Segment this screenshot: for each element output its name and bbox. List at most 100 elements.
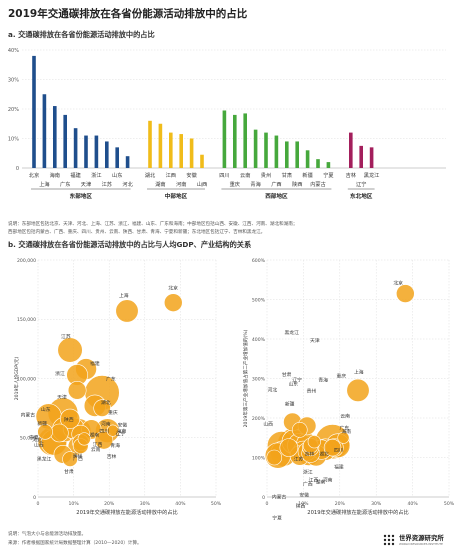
point-label: 山东 bbox=[41, 406, 51, 413]
point-label: 湖南 bbox=[89, 431, 99, 438]
point-label: 广西 bbox=[73, 455, 83, 462]
x-tick-label: 30% bbox=[140, 501, 151, 507]
point-label: 新疆 bbox=[37, 420, 47, 427]
y-tick-label: 200,000 bbox=[17, 258, 36, 264]
x-tick-label: 40% bbox=[175, 501, 186, 507]
bar bbox=[84, 135, 88, 168]
point-label: 广东 bbox=[340, 425, 350, 432]
data-bubble bbox=[57, 337, 83, 363]
x-tick-label: 贵州 bbox=[261, 171, 271, 179]
y-tick-label: 30% bbox=[8, 78, 19, 84]
bar bbox=[158, 123, 163, 168]
y-tick-label: 500% bbox=[252, 297, 266, 303]
x-tick-label: 10% bbox=[68, 501, 79, 507]
point-label: 湖南 bbox=[316, 479, 326, 486]
data-bubble bbox=[115, 299, 139, 323]
group-label: 东北地区 bbox=[350, 192, 373, 200]
point-label: 安徽 bbox=[118, 421, 128, 428]
x-tick-label: 20% bbox=[335, 501, 346, 507]
data-bubble bbox=[323, 438, 342, 457]
point-label: 河南 bbox=[101, 421, 111, 428]
x-tick-label: 上海 bbox=[39, 180, 49, 188]
point-label: 北京 bbox=[393, 280, 403, 287]
data-bubble bbox=[346, 378, 370, 402]
panel-a-subtitle: a. 交通碳排放在各省份能源活动排放中的占比 bbox=[8, 30, 155, 39]
point-label: 内蒙古 bbox=[272, 494, 287, 501]
point-label: 新疆 bbox=[285, 401, 295, 408]
data-bubble bbox=[396, 284, 415, 303]
x-tick-label: 50% bbox=[211, 501, 222, 507]
bar bbox=[148, 120, 152, 168]
point-label: 湖北 bbox=[319, 451, 329, 458]
y-tick-label: 40% bbox=[8, 48, 19, 54]
x-tick-label: 广东 bbox=[60, 180, 70, 188]
bar bbox=[222, 110, 227, 168]
bar bbox=[369, 147, 374, 168]
point-label: 海南 bbox=[341, 428, 351, 435]
point-label: 重庆 bbox=[108, 409, 118, 416]
point-label: 吉林 bbox=[107, 453, 117, 460]
bar bbox=[73, 128, 78, 168]
point-label: 福建 bbox=[334, 464, 344, 471]
point-label: 广东 bbox=[106, 376, 116, 383]
point-label: 陕西 bbox=[296, 503, 306, 510]
bar bbox=[326, 162, 331, 168]
point-label: 陕西 bbox=[64, 416, 74, 423]
bar bbox=[125, 156, 130, 168]
scatter-industry-chart: 0 100% 200% 300% 400% 500% 600% 0 10% 20% 30% 40% 50… bbox=[242, 258, 455, 522]
point-label: 江苏 bbox=[294, 456, 304, 463]
bar bbox=[243, 113, 247, 168]
bar bbox=[32, 55, 36, 168]
x-tick-label: 10% bbox=[298, 501, 309, 507]
x-tick-label: 湖南 bbox=[155, 180, 165, 188]
x-tick-label: 宁夏 bbox=[323, 171, 334, 179]
y-tick-label: 10% bbox=[8, 137, 19, 143]
data-bubble bbox=[67, 381, 87, 400]
data-bubble bbox=[337, 431, 350, 444]
x-tick-label: 福建 bbox=[70, 171, 80, 179]
data-bubble bbox=[94, 430, 114, 450]
data-bubble bbox=[266, 449, 283, 466]
bar bbox=[359, 145, 363, 168]
panel-b-subtitle: b. 交通碳排放在各省份能源活动排放中的占比与人均GDP、产业结构的关系 bbox=[8, 240, 252, 249]
x-tick-label: 30% bbox=[371, 501, 382, 507]
y-tick-label: 150,000 bbox=[17, 317, 36, 323]
point-label: 天津 bbox=[310, 337, 320, 344]
x-tick-label: 北京 bbox=[29, 171, 39, 179]
point-label: 浙江 bbox=[303, 469, 313, 476]
wri-logo: 世界资源研究所 WORLD RESOURCES INSTITUTE bbox=[382, 531, 452, 551]
point-label: 青海 bbox=[318, 377, 328, 384]
data-bubble bbox=[93, 399, 111, 417]
x-tick-label: 山东 bbox=[112, 171, 122, 179]
point-label: 内蒙古 bbox=[21, 411, 36, 418]
logo-sub: WORLD RESOURCES INSTITUTE bbox=[399, 542, 443, 546]
bar bbox=[274, 135, 279, 168]
point-label: 四川 bbox=[99, 429, 109, 435]
x-tick-label: 甘肃 bbox=[282, 171, 292, 179]
y-axis-label: 2019年第三产业增加值占第二产业增加值的(%) bbox=[242, 329, 249, 427]
x-axis-label: 2019年交通碳排放在能源活动排放中的占比 bbox=[76, 508, 177, 516]
point-label: 贵州 bbox=[307, 388, 317, 395]
point-label: 河北 bbox=[268, 387, 278, 394]
point-label: 江西 bbox=[309, 477, 319, 484]
bar bbox=[169, 132, 173, 168]
point-label: 江西 bbox=[93, 441, 103, 448]
bar bbox=[285, 141, 289, 168]
point-label: 黑龙江 bbox=[284, 329, 299, 336]
x-tick-label: 50% bbox=[444, 501, 455, 507]
y-tick-label: 100% bbox=[252, 455, 266, 461]
data-bubble bbox=[307, 435, 321, 449]
bar bbox=[305, 150, 310, 168]
bar bbox=[316, 159, 320, 168]
bar bbox=[63, 114, 67, 168]
logo-name: 世界资源研究所 bbox=[399, 534, 444, 542]
point-label: 广西 bbox=[303, 481, 313, 488]
y-tick-label: 400% bbox=[252, 337, 266, 343]
x-tick-label: 山西 bbox=[197, 180, 207, 188]
bar bbox=[233, 114, 237, 168]
data-bubble bbox=[50, 423, 69, 443]
panel-a-note-1: 说明：东部地区包括北京、天津、河北、上海、江苏、浙江、福建、山东、广东和海南；中… bbox=[8, 222, 298, 227]
point-label: 宁夏 bbox=[272, 515, 282, 522]
bar bbox=[189, 138, 194, 168]
